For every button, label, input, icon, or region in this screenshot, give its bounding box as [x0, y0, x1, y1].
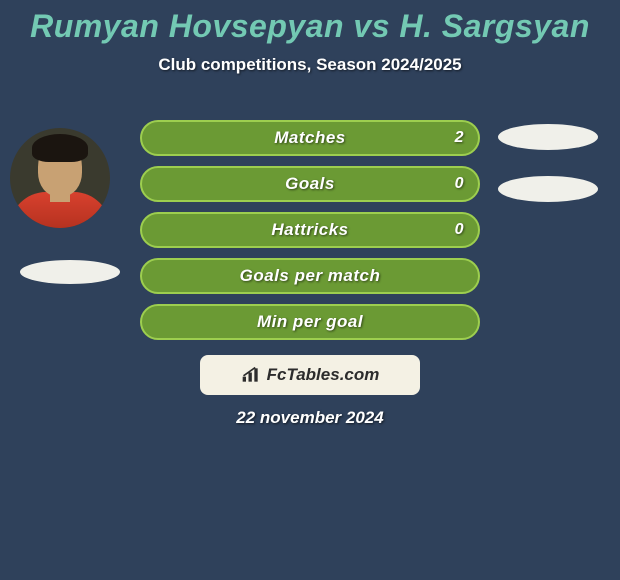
comparison-card: Rumyan Hovsepyan vs H. Sargsyan Club com…: [0, 0, 620, 580]
watermark-badge: FcTables.com: [200, 355, 420, 395]
stat-row-hattricks: Hattricks 0: [140, 212, 480, 248]
stat-row-goals-per-match: Goals per match: [140, 258, 480, 294]
stat-value-right: 2: [455, 129, 464, 147]
subtitle: Club competitions, Season 2024/2025: [0, 55, 620, 75]
stat-value-right: 0: [455, 175, 464, 193]
indicator-oval-left: [20, 260, 120, 284]
indicator-oval-right-2: [498, 176, 598, 202]
stat-label: Matches: [274, 128, 346, 148]
page-title: Rumyan Hovsepyan vs H. Sargsyan: [0, 0, 620, 45]
stat-label: Min per goal: [257, 312, 363, 332]
stats-rows: Matches 2 Goals 0 Hattricks 0 Goals per …: [140, 120, 480, 350]
stat-row-matches: Matches 2: [140, 120, 480, 156]
indicator-ovals-right: [498, 124, 598, 228]
stat-row-goals: Goals 0: [140, 166, 480, 202]
avatar-hair: [32, 134, 88, 162]
bar-chart-icon: [241, 366, 261, 384]
player-avatar-left: [10, 128, 110, 228]
stat-label: Goals per match: [240, 266, 381, 286]
generation-date: 22 november 2024: [0, 408, 620, 428]
stat-value-right: 0: [455, 221, 464, 239]
stat-label: Hattricks: [271, 220, 348, 240]
watermark-text: FcTables.com: [267, 365, 380, 385]
indicator-oval-right-1: [498, 124, 598, 150]
stat-label: Goals: [285, 174, 335, 194]
stat-row-min-per-goal: Min per goal: [140, 304, 480, 340]
